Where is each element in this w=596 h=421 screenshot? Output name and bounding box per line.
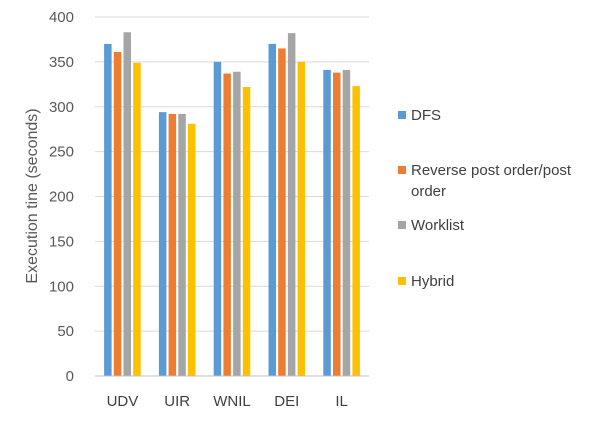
axes: 0 50 100 150 200 250 300 350 400 UDV UIR WNIL DEI IL (49, 9, 369, 410)
y-tick-label: 350 (49, 54, 74, 71)
y-tick-label: 0 (66, 368, 74, 385)
bar-uir-worklist (178, 113, 186, 377)
bar-uir-dfs (158, 112, 167, 376)
y-tick-label: 300 (49, 99, 74, 116)
legend-label-reverse-post-order-post-order: Reverse post order/post order (411, 162, 572, 200)
y-tick-label: 400 (49, 9, 74, 26)
legend-swatch-worklist (398, 221, 406, 229)
legend-swatch-dfs (398, 111, 406, 119)
x-tick-label: WNIL (213, 393, 251, 410)
bar-uir-reverse-post-order-post-order (168, 113, 177, 377)
x-tick-label: UIR (164, 393, 190, 410)
y-tick-label: 150 (49, 233, 74, 250)
bar-il-reverse-post-order-post-order (333, 72, 341, 377)
bar-wnil-hybrid (242, 87, 251, 376)
y-tick-label: 200 (49, 189, 74, 206)
legend-swatch-reverse-post-order-post-order (398, 166, 406, 174)
bar-dei-hybrid (297, 61, 306, 376)
bar-il-hybrid (352, 86, 360, 377)
bar-dei-reverse-post-order-post-order (278, 48, 286, 376)
x-tick-label: IL (335, 393, 348, 410)
x-tick-label: UDV (107, 393, 139, 410)
legend-swatch-hybrid (398, 277, 406, 285)
bar-il-dfs (323, 69, 331, 376)
y-tick-label: 250 (49, 144, 74, 161)
legend-label-hybrid: Hybrid (411, 273, 454, 290)
bar-udv-reverse-post-order-post-order (113, 52, 122, 376)
legend: DFS Reverse post order/post order Worklist H… (398, 107, 572, 290)
bar-wnil-dfs (213, 61, 222, 376)
bar-il-worklist (342, 69, 351, 376)
bar-udv-worklist (123, 32, 131, 376)
legend-label-dfs: DFS (411, 107, 441, 124)
y-tick-label: 100 (49, 278, 74, 295)
bar-udv-dfs (104, 43, 112, 377)
bar-dei-worklist (287, 33, 296, 376)
bar-uir-hybrid (188, 123, 196, 377)
bar-dei-dfs (268, 43, 276, 377)
y-axis-title: Execution tine (seconds) (24, 108, 41, 283)
y-tick-label: 50 (57, 323, 74, 340)
legend-label-worklist: Worklist (411, 217, 465, 234)
x-tick-label: DEI (274, 393, 299, 410)
bars (104, 32, 360, 377)
bar-wnil-worklist (233, 71, 241, 376)
bar-wnil-reverse-post-order-post-order (223, 73, 231, 376)
bar-udv-hybrid (133, 62, 141, 377)
